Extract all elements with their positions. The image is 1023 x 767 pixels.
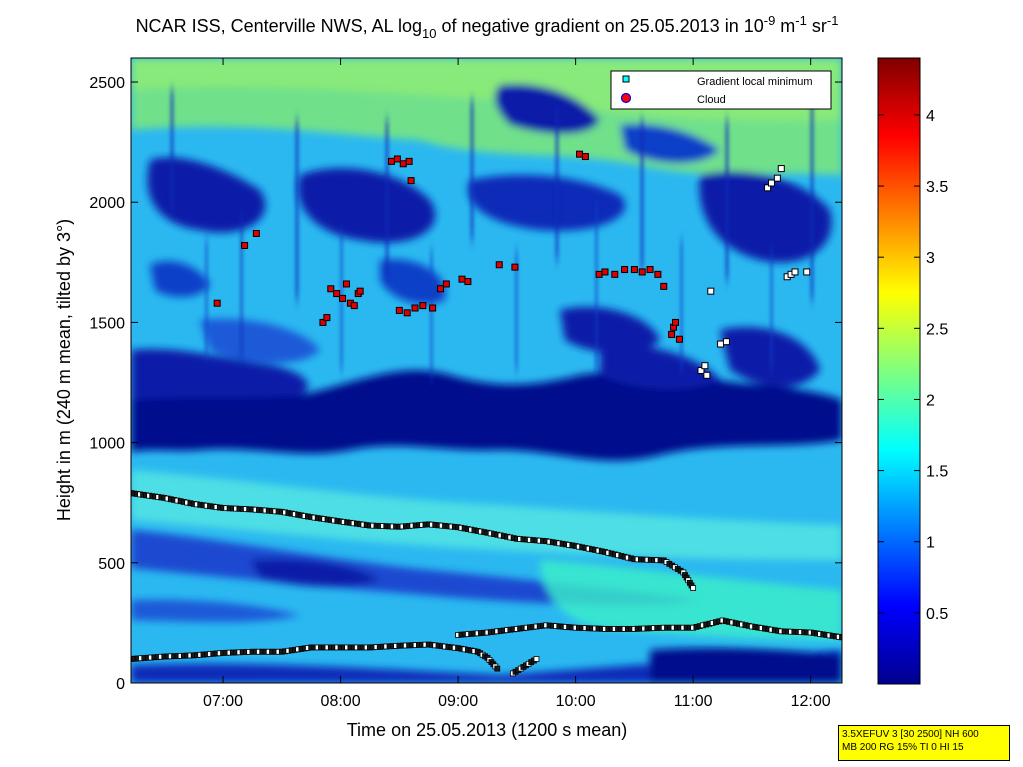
colorbar-tick-label: 1.5 — [926, 464, 948, 481]
cloud-marker — [339, 294, 347, 302]
gradient-local-minimum-marker — [803, 268, 811, 276]
cloud-marker — [646, 266, 654, 274]
gradient-local-minimum-marker — [697, 367, 705, 374]
cloud-marker — [675, 335, 683, 343]
gradient-local-minimum-marker — [791, 268, 799, 276]
cloud-marker — [576, 150, 584, 158]
x-tick-label: 09:00 — [438, 693, 478, 710]
gradient-local-minimum-marker — [764, 184, 772, 192]
cloud-marker — [611, 270, 619, 278]
colorbar-tick-label: 0.5 — [926, 606, 948, 623]
colorbar-tick-label: 2.5 — [926, 321, 948, 338]
cloud-marker — [388, 157, 396, 165]
x-tick-label: 08:00 — [321, 693, 361, 710]
cloud-marker — [511, 263, 519, 271]
cloud-marker — [393, 155, 401, 163]
y-tick-label: 1500 — [89, 315, 125, 332]
legend-label-gradient: Gradient local minimum — [697, 76, 813, 88]
cloud-marker — [333, 290, 341, 298]
chart-title: NCAR ISS, Centerville NWS, AL log10 of n… — [136, 13, 839, 41]
gradient-local-minimum-marker — [701, 362, 709, 370]
cloud-marker — [654, 270, 662, 278]
colorbar-tick-label: 2 — [926, 392, 935, 409]
x-tick-label: 11:00 — [674, 693, 713, 710]
x-tick-label: 07:00 — [203, 693, 243, 710]
gradient-minimum-marker — [533, 656, 540, 662]
cloud-marker — [672, 318, 680, 326]
y-tick-label: 1000 — [89, 436, 125, 453]
gradient-minimum-marker — [839, 634, 842, 641]
y-tick-label: 2000 — [89, 195, 125, 212]
cloud-marker — [660, 282, 668, 290]
info-box: 3.5XEFUV 3 [30 2500] NH 600 MB 200 RG 15… — [838, 725, 1010, 761]
cloud-marker — [407, 177, 415, 185]
cloud-marker — [601, 268, 609, 276]
legend-label-cloud: Cloud — [697, 94, 726, 106]
cloud-marker — [630, 266, 638, 274]
cloud-marker — [356, 287, 364, 295]
y-tick-label: 0 — [116, 676, 125, 693]
cloud-marker — [581, 153, 589, 161]
cloud-marker — [405, 157, 413, 165]
cloud-marker — [323, 314, 331, 322]
cloud-marker — [495, 261, 503, 269]
cloud-marker — [638, 268, 646, 276]
info-line-1: 3.5XEFUV 3 [30 2500] NH 600 — [842, 729, 979, 740]
y-tick-label: 500 — [98, 556, 125, 573]
cloud-marker — [442, 280, 450, 288]
cloud-marker — [403, 309, 411, 317]
gradient-local-minimum-marker — [703, 371, 711, 379]
cloud-marker — [342, 280, 350, 288]
colorbar-tick-label: 1 — [926, 535, 935, 552]
colorbar-tick-label: 3.5 — [926, 179, 948, 196]
gradient-local-minimum-marker — [707, 287, 715, 295]
y-tick-label: 2500 — [89, 75, 125, 92]
cloud-marker — [668, 330, 676, 338]
gradient-local-minimum-marker — [777, 165, 785, 173]
cloud-marker — [319, 318, 327, 326]
gradient-minimum-marker — [690, 585, 697, 591]
info-line-2: MB 200 RG 15% TI 0 HI 15 — [842, 742, 964, 753]
gradient-local-minimum-marker — [767, 179, 775, 187]
gradient-local-minimum-marker — [773, 174, 781, 182]
cloud-marker — [327, 285, 335, 293]
x-tick-label: 12:00 — [791, 693, 831, 710]
x-axis: 07:00 08:00 09:00 10:00 11:00 12:00 — [203, 58, 831, 710]
gradient-local-minimum-marker — [722, 338, 730, 346]
cloud-marker — [395, 306, 403, 314]
heatmap-field — [131, 58, 842, 683]
cloud-marker — [419, 302, 427, 310]
cloud-marker — [213, 299, 221, 307]
cloud-marker — [458, 275, 466, 283]
colorbar: 0.5 1 1.5 2 2.5 3 3.5 4 — [877, 57, 948, 685]
cloud-marker — [464, 278, 472, 286]
y-axis-label: Height in m (240 m mean, tilted by 3°) — [54, 219, 74, 521]
marker-layer — [131, 150, 842, 677]
legend: Gradient local minimum Cloud — [610, 70, 832, 110]
cloud-marker — [241, 242, 249, 249]
plot-frame — [130, 57, 843, 684]
cloud-marker — [350, 302, 358, 310]
cloud-marker — [621, 266, 629, 274]
legend-marker-cloud — [620, 92, 632, 104]
cloud-marker — [399, 160, 407, 168]
colorbar-tick-label: 4 — [926, 108, 935, 125]
cloud-marker — [411, 304, 419, 312]
y-axis: 0 500 1000 1500 2000 2500 — [89, 75, 842, 693]
x-tick-label: 10:00 — [556, 693, 596, 710]
cloud-marker — [595, 270, 603, 278]
gradient-minimum-marker — [494, 665, 501, 672]
colorbar-tick-label: 3 — [926, 250, 935, 267]
legend-marker-gradient — [622, 75, 630, 83]
cloud-marker — [436, 285, 444, 293]
cloud-marker — [252, 229, 260, 237]
gradient-local-minimum-marker — [717, 340, 725, 348]
cloud-marker — [429, 304, 437, 312]
x-axis-label: Time on 25.05.2013 (1200 s mean) — [347, 720, 628, 740]
